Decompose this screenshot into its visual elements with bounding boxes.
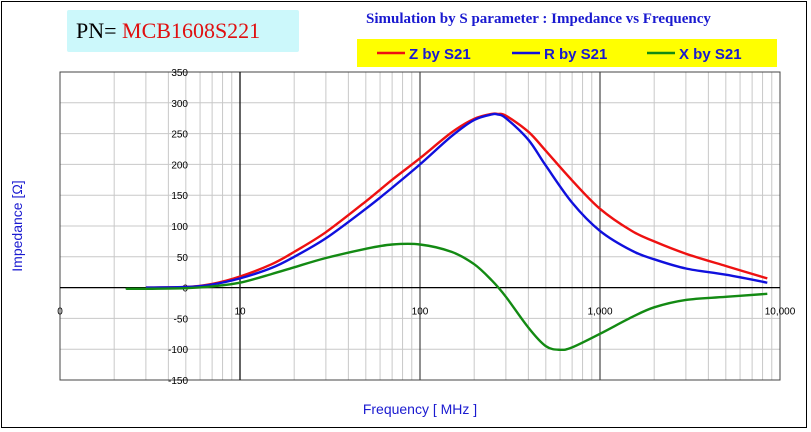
y-tick-label: -150	[168, 376, 188, 387]
y-tick-label: 100	[171, 222, 188, 233]
x-tick-label: 10,000	[765, 307, 796, 318]
series-line-r-by-s21	[145, 112, 768, 289]
chart-title: Simulation by S parameter : Impedance vs…	[366, 11, 711, 27]
part-number-label: PN=	[76, 18, 117, 43]
x-axis-label: Frequency [ MHz ]	[363, 401, 477, 417]
y-tick-label: 50	[177, 253, 189, 264]
y-tick-label: 200	[171, 160, 188, 171]
y-tick-label: 150	[171, 191, 188, 202]
series-line-x-by-s21	[125, 242, 768, 352]
y-axis-label: Impedance [Ω]	[9, 180, 25, 271]
x-tick-label: 1,000	[587, 307, 612, 318]
legend-label-r-by-s21: R by S21	[544, 46, 607, 63]
x-tick-label: 0	[57, 307, 63, 318]
legend-label-z-by-s21: Z by S21	[409, 46, 471, 63]
legend-box	[357, 39, 777, 67]
y-tick-label: 350	[171, 68, 188, 79]
y-tick-label: -50	[174, 314, 189, 325]
x-tick-label: 10	[234, 307, 246, 318]
part-number-value: MCB1608S221	[122, 18, 261, 43]
y-tick-label: -100	[168, 345, 188, 356]
part-number-box: PN= MCB1608S221	[67, 10, 299, 52]
plot-border	[59, 71, 781, 381]
x-tick-label: 100	[412, 307, 429, 318]
y-tick-label: 300	[171, 99, 188, 110]
legend-label-x-by-s21: X by S21	[679, 46, 742, 63]
y-tick-label: 250	[171, 130, 188, 141]
